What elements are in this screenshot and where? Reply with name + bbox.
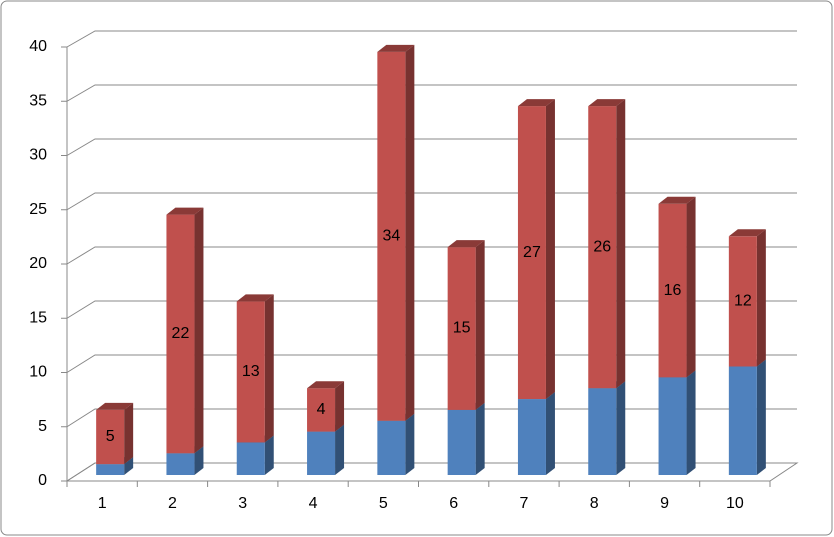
bar-side — [475, 240, 485, 410]
bar-top — [447, 240, 485, 248]
value-label: 26 — [593, 238, 611, 255]
y-tick-label: 25 — [29, 201, 47, 218]
bar-top — [658, 196, 696, 204]
bar-side — [756, 229, 766, 367]
bar — [96, 409, 125, 465]
bar — [658, 203, 687, 378]
x-tick-label: 5 — [379, 495, 388, 512]
bar-side — [405, 413, 415, 475]
bar-side — [405, 44, 415, 421]
bar-top — [236, 294, 274, 302]
bar — [517, 106, 546, 400]
value-label: 34 — [382, 228, 400, 245]
bar — [447, 409, 476, 475]
y-tick-label: 0 — [38, 472, 47, 489]
y-tick-label: 15 — [29, 309, 47, 326]
x-tick-label: 2 — [168, 495, 177, 512]
value-label: 12 — [734, 293, 752, 310]
x-tick-label: 7 — [519, 495, 528, 512]
grid-line — [66, 192, 797, 211]
bar — [96, 464, 125, 475]
value-label: 5 — [106, 428, 115, 445]
bar — [307, 431, 336, 475]
bar-side — [124, 457, 134, 475]
bar-side — [756, 359, 766, 475]
bar-top — [166, 207, 204, 215]
bar-side — [686, 370, 696, 475]
x-tick-label: 8 — [590, 495, 599, 512]
grid-line — [66, 408, 797, 428]
bar — [658, 377, 687, 475]
bar-top — [307, 381, 345, 389]
bar-side — [194, 446, 204, 475]
bar-side — [264, 435, 274, 475]
value-label: 13 — [242, 363, 260, 380]
value-label: 27 — [523, 244, 541, 261]
bar — [166, 214, 195, 454]
bar-top — [96, 402, 134, 410]
bar-side — [475, 402, 485, 475]
y-tick-label: 20 — [29, 255, 47, 272]
bar — [377, 420, 406, 475]
x-tick-label: 6 — [449, 495, 458, 512]
value-label: 15 — [453, 320, 471, 337]
bar-top — [588, 99, 626, 107]
bar-side — [194, 207, 204, 454]
y-tick-label: 30 — [29, 147, 47, 164]
bar — [377, 51, 406, 421]
x-tick-label: 4 — [309, 495, 318, 512]
y-tick-label: 35 — [29, 92, 47, 109]
bar-side — [616, 99, 626, 389]
bar-side — [335, 381, 345, 432]
bar-side — [686, 196, 696, 378]
value-label: 4 — [317, 401, 326, 418]
bar — [236, 442, 265, 475]
grid-line — [66, 138, 797, 156]
grid-line — [66, 354, 797, 373]
y-tick-label: 40 — [29, 38, 47, 55]
bar-side — [545, 392, 555, 475]
y-tick-label: 5 — [38, 418, 47, 435]
x-tick-label: 10 — [726, 495, 744, 512]
bar-top — [377, 44, 415, 52]
bar-side — [616, 381, 626, 475]
x-tick-label: 9 — [660, 495, 669, 512]
grid-line — [66, 246, 797, 265]
bar — [588, 388, 617, 475]
bar-side — [335, 424, 345, 475]
bar — [728, 366, 757, 475]
y-tick-label: 10 — [29, 364, 47, 381]
x-tick-label: 1 — [98, 495, 107, 512]
bar-side — [124, 402, 134, 465]
bar-top — [517, 99, 555, 107]
bar-side — [545, 99, 555, 400]
bar — [166, 453, 195, 475]
grid-line — [66, 300, 797, 319]
grid-line — [66, 84, 797, 102]
value-label: 22 — [172, 325, 190, 342]
bar — [728, 236, 757, 367]
grid-line — [66, 30, 797, 48]
bar-top — [728, 229, 766, 237]
bar — [588, 106, 617, 389]
bar — [447, 247, 476, 410]
bar — [307, 388, 336, 432]
bar — [236, 301, 265, 443]
bar — [517, 399, 546, 475]
x-tick-label: 3 — [238, 495, 247, 512]
value-label: 16 — [664, 282, 682, 299]
grid-line — [66, 462, 797, 482]
bar-side — [264, 294, 274, 443]
